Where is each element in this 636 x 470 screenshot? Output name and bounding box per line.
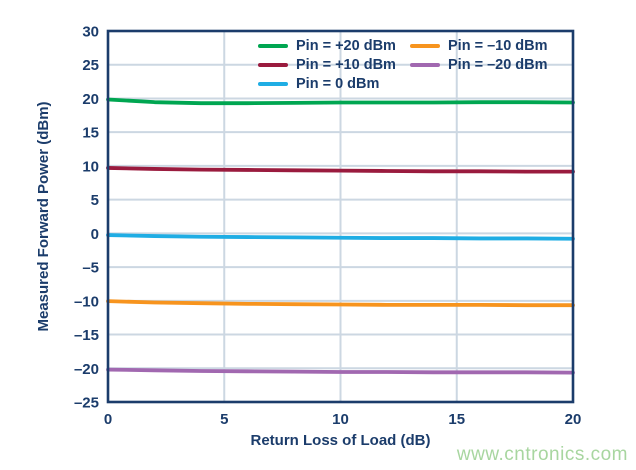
watermark-text: www.cntronics.com [456,444,628,465]
y-tick-label: 30 [82,24,99,41]
x-tick-label: 15 [448,411,465,428]
legend-item-3: Pin = –10 dBm [410,37,548,55]
x-tick-label: 0 [104,411,112,428]
plot-border [106,29,575,404]
series-line-2 [106,233,575,241]
y-tick-label: –5 [82,260,99,277]
legend-label: Pin = –10 dBm [448,38,548,54]
legend-item-1: Pin = +10 dBm [258,56,396,74]
y-tick-label: 15 [82,125,99,142]
y-axis-title: Measured Forward Power (dBm) [35,101,52,331]
legend-swatch-icon [258,44,288,48]
legend-label: Pin = 0 dBm [296,76,380,92]
y-tick-label: 10 [82,158,99,175]
series-line-3 [106,299,575,308]
legend-label: Pin = +10 dBm [296,57,396,73]
series-line-1 [106,166,575,174]
series-line-0 [106,97,575,106]
x-tick-label: 20 [565,411,582,428]
y-tick-label: 5 [91,192,99,209]
legend-swatch-icon [410,44,440,48]
y-tick-label: 20 [82,91,99,108]
y-tick-label: 0 [91,226,99,243]
legend-swatch-icon [410,63,440,67]
legend-item-4: Pin = –20 dBm [410,56,548,74]
y-tick-label: –20 [74,361,99,378]
y-tick-label: –15 [74,327,99,344]
y-tick-label: –25 [74,395,99,412]
x-tick-label: 10 [332,411,349,428]
y-tick-label: –10 [74,293,99,310]
legend-item-0: Pin = +20 dBm [258,37,396,55]
x-tick-label: 5 [220,411,228,428]
legend-label: Pin = –20 dBm [448,57,548,73]
legend-swatch-icon [258,63,288,67]
legend-label: Pin = +20 dBm [296,38,396,54]
x-axis-title: Return Loss of Load (dB) [251,432,431,449]
y-tick-label: 25 [82,57,99,74]
legend-swatch-icon [258,82,288,86]
series-line-4 [106,367,575,375]
legend-item-2: Pin = 0 dBm [258,75,379,93]
